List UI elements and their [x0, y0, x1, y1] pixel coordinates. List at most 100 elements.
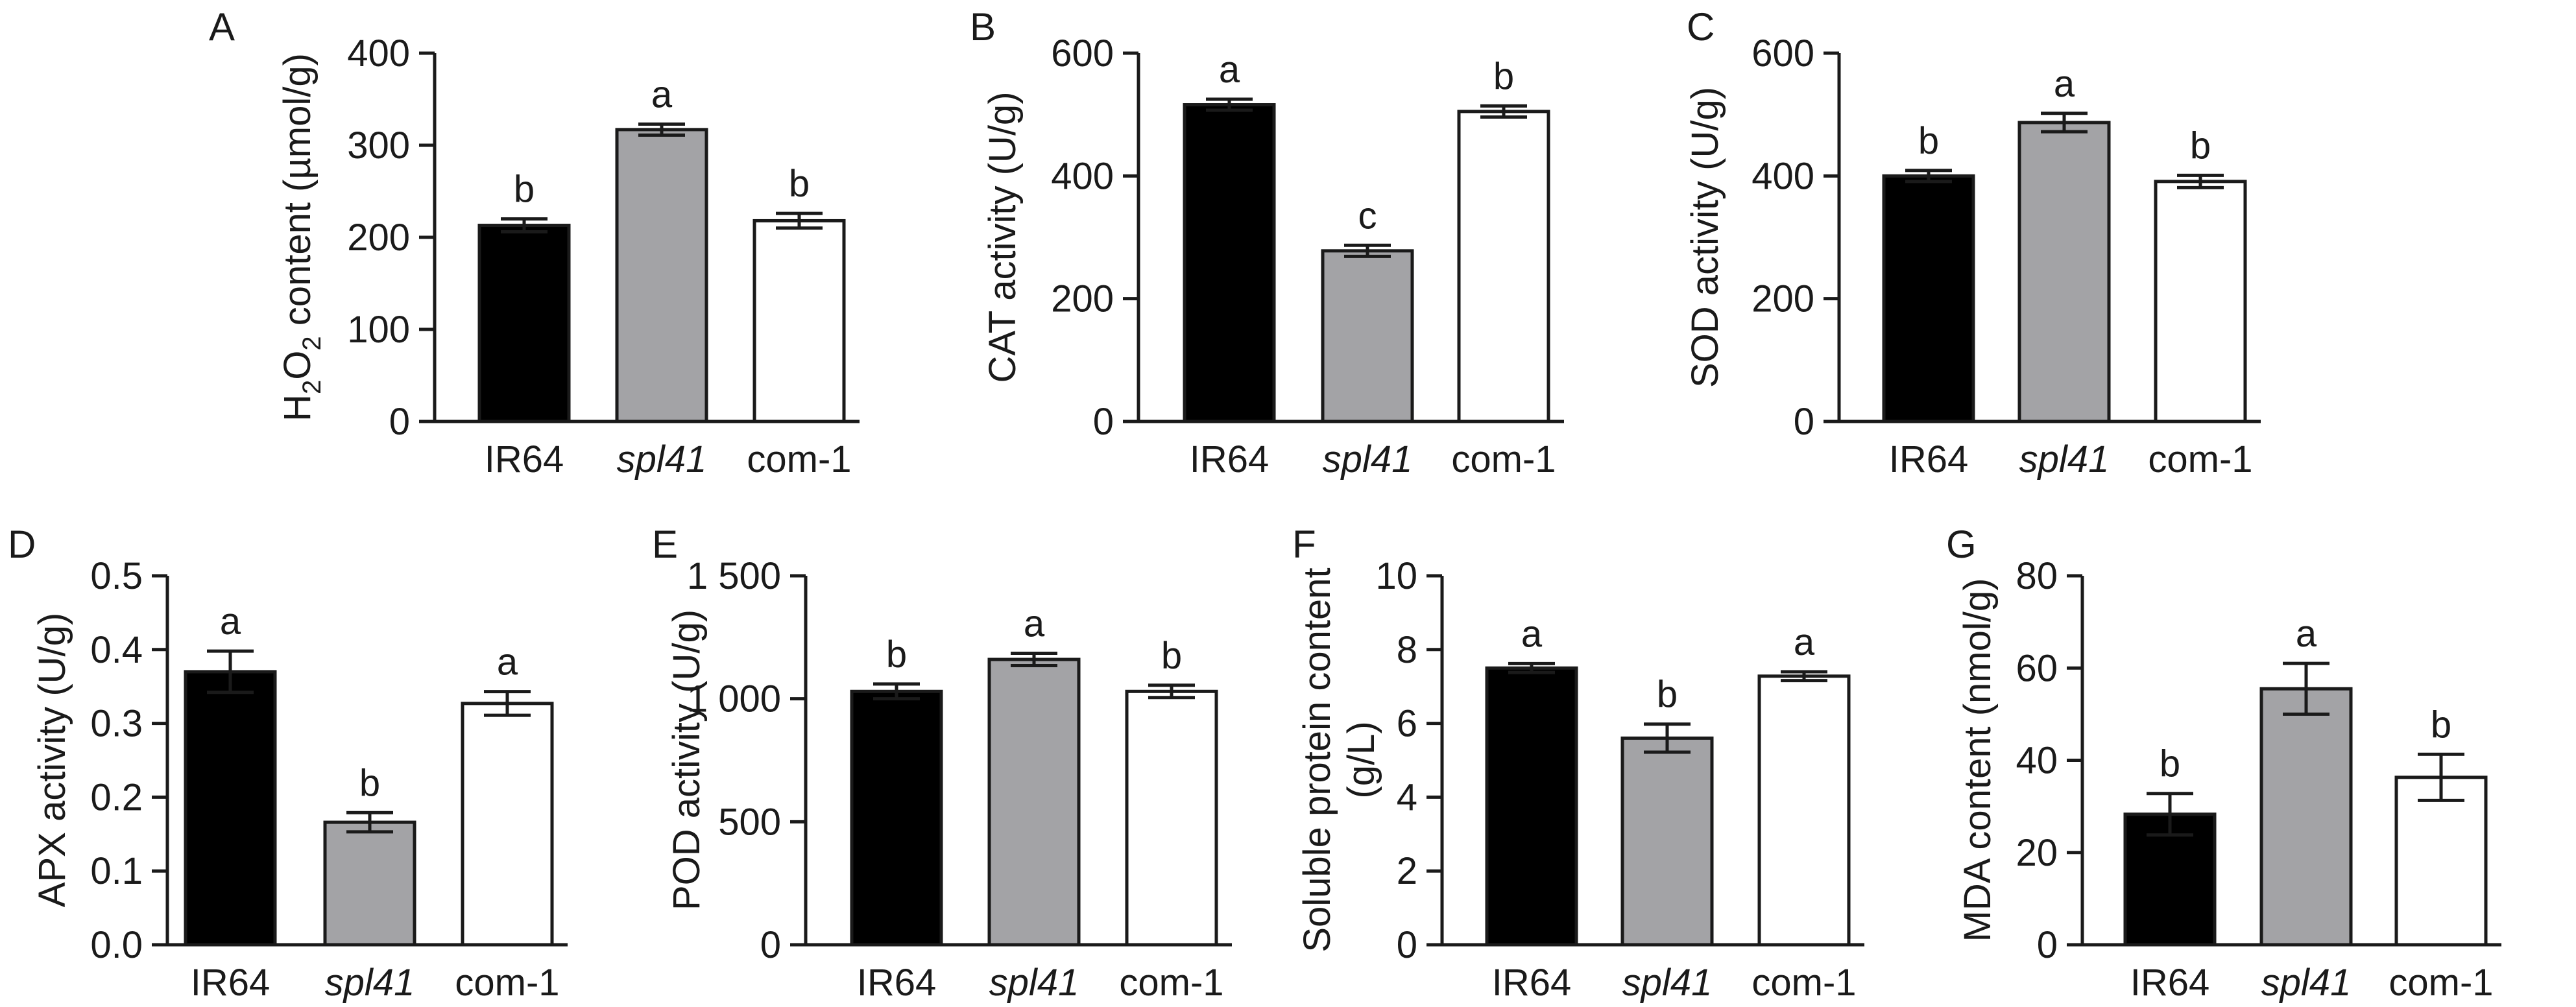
bar-spl41	[2259, 687, 2353, 947]
bar-com-1	[752, 219, 846, 423]
category-label: IR64	[485, 438, 564, 480]
category-label: com-1	[1751, 962, 1856, 1004]
y-tick-label: 200	[1051, 278, 1114, 320]
bar-spl41	[615, 128, 708, 423]
category-label: IR64	[1190, 438, 1270, 480]
significance-label: b	[1657, 674, 1678, 716]
significance-label: b	[359, 762, 380, 804]
y-tick-label: 0.5	[90, 555, 143, 597]
y-tick-label: 200	[347, 217, 410, 259]
category-label: spl41	[2261, 962, 2352, 1004]
y-tick-label: 400	[347, 32, 410, 75]
category-label: com-1	[747, 438, 851, 480]
y-axis-label: APX activity (U/g)	[31, 613, 73, 907]
category-label: com-1	[1451, 438, 1556, 480]
y-tick-label: 0	[1397, 924, 1417, 966]
bar-ir64	[850, 689, 943, 947]
significance-label: a	[1521, 613, 1543, 655]
panel-letter: B	[970, 5, 996, 49]
y-axis-label: MDA content (nmol/g)	[1956, 578, 1999, 942]
category-label: IR64	[857, 962, 937, 1004]
bar-com-1	[1125, 689, 1218, 947]
chart-panel-e: E 0 500 1 000 1 500 POD activity (U/g) b IR64 a s…	[652, 523, 1232, 1004]
category-label: IR64	[191, 962, 271, 1004]
chart-panel-a: A 0 100 200 300 400 H2O2 content (µmol/g) b IR64…	[209, 5, 860, 480]
chart-panel-g: G 0 20 40 60 80 MDA content (nmol/g) b IR64 a spl4…	[1946, 523, 2501, 1004]
bar-ir64	[477, 224, 571, 423]
bar-ir64	[1485, 666, 1578, 947]
significance-label: b	[789, 163, 810, 205]
panel-letter: F	[1292, 523, 1316, 566]
y-tick-label: 0	[389, 401, 410, 443]
y-tick-label: 60	[2016, 647, 2058, 689]
y-axis-label: Soluble protein content(g/L)	[1296, 567, 1382, 952]
category-label: spl41	[1323, 438, 1413, 480]
significance-label: b	[514, 169, 535, 211]
significance-label: a	[1024, 602, 1045, 645]
y-tick-label: 0	[1794, 401, 1814, 443]
category-label: IR64	[1889, 438, 1969, 480]
significance-label: b	[2431, 704, 2451, 746]
y-tick-label: 20	[2016, 832, 2058, 874]
significance-label: a	[2296, 613, 2317, 655]
panel-letter: E	[652, 523, 678, 566]
y-tick-label: 600	[1051, 32, 1114, 75]
category-label: com-1	[455, 962, 559, 1004]
bar-ir64	[184, 670, 277, 947]
y-tick-label: 0	[760, 924, 781, 966]
y-tick-label: 1 000	[687, 678, 781, 720]
bar-spl41	[987, 658, 1081, 947]
y-axis-label: CAT activity (U/g)	[981, 91, 1024, 383]
bar-spl41	[1321, 249, 1414, 423]
y-tick-label: 0.4	[90, 629, 143, 671]
y-tick-label: 80	[2016, 555, 2058, 597]
y-tick-label: 0	[1093, 401, 1114, 443]
y-tick-label: 40	[2016, 740, 2058, 782]
y-tick-label: 0.0	[90, 924, 143, 966]
y-tick-label: 500	[718, 801, 781, 843]
bar-com-1	[2394, 776, 2488, 947]
category-label: com-1	[2148, 438, 2252, 480]
significance-label: a	[2054, 63, 2075, 105]
y-axis-label: H2O2 content (µmol/g)	[276, 53, 326, 421]
category-label: spl41	[617, 438, 707, 480]
significance-label: c	[1358, 195, 1377, 237]
y-tick-label: 300	[347, 124, 410, 167]
significance-label: b	[886, 634, 907, 676]
bar-ir64	[1183, 103, 1276, 423]
significance-label: a	[1219, 49, 1240, 91]
y-tick-label: 600	[1751, 32, 1814, 75]
y-tick-label: 0.2	[90, 776, 143, 818]
bar-com-1	[1757, 674, 1851, 947]
panel-letter: G	[1946, 523, 1977, 566]
y-tick-label: 400	[1751, 155, 1814, 197]
y-tick-label: 200	[1751, 278, 1814, 320]
significance-label: b	[1918, 120, 1939, 162]
bar-spl41	[1620, 736, 1714, 947]
y-tick-label: 2	[1397, 850, 1417, 892]
y-tick-label: 0.3	[90, 703, 143, 745]
y-axis-label: POD activity (U/g)	[666, 610, 708, 910]
bar-ir64	[1882, 174, 1975, 423]
category-label: com-1	[1119, 962, 1223, 1004]
significance-label: a	[220, 600, 241, 643]
significance-label: a	[1794, 621, 1815, 663]
bar-com-1	[1457, 110, 1550, 423]
significance-label: b	[1161, 635, 1182, 677]
y-axis-label: SOD activity (U/g)	[1684, 87, 1726, 388]
y-tick-label: 1 500	[687, 555, 781, 597]
y-tick-label: 0.1	[90, 850, 143, 892]
significance-label: b	[2190, 124, 2211, 167]
category-label: IR64	[2130, 962, 2210, 1004]
panel-letter: D	[8, 523, 36, 566]
significance-label: a	[651, 73, 673, 115]
bar-spl41	[2017, 121, 2111, 423]
category-label: spl41	[325, 962, 415, 1004]
bar-com-1	[2154, 180, 2247, 423]
chart-panel-d: D 0.0 0.1 0.2 0.3 0.4 0.5 APX activity (U/g) a IR…	[8, 523, 568, 1004]
panel-letter: C	[1687, 5, 1715, 49]
chart-panel-b: B 0 200 400 600 CAT activity (U/g) a IR64 c spl41…	[970, 5, 1564, 480]
category-label: IR64	[1492, 962, 1572, 1004]
